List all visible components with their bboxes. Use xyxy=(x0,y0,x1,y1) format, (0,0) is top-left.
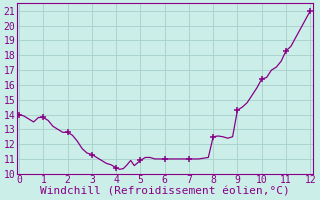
X-axis label: Windchill (Refroidissement éolien,°C): Windchill (Refroidissement éolien,°C) xyxy=(40,187,290,197)
